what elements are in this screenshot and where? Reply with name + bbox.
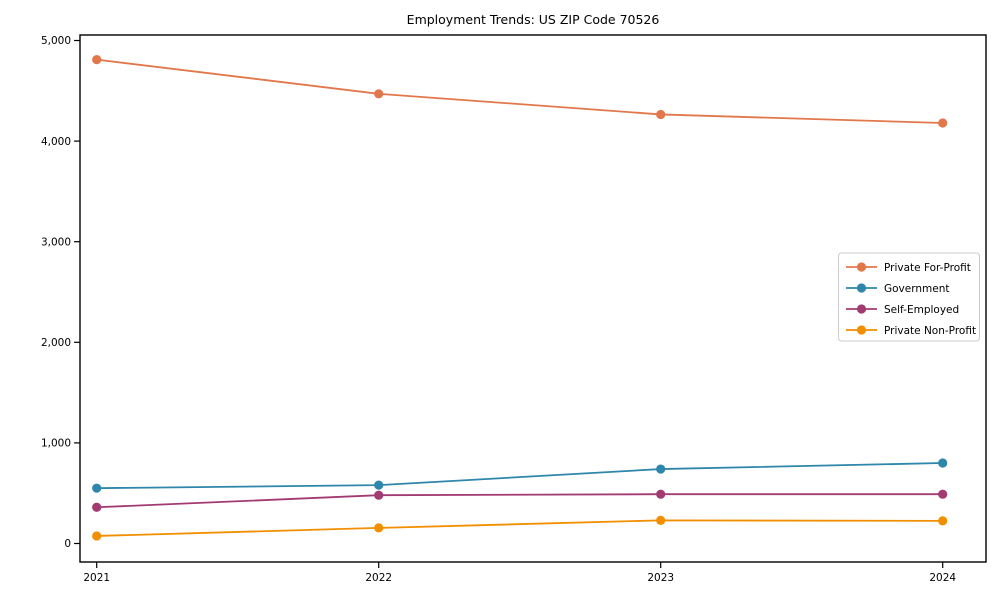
legend-marker-dot [856, 304, 867, 314]
series-line-private-non-profit [96, 519, 943, 537]
legend-label: Private For-Profit [884, 262, 971, 274]
data-point-private-non-profit-2022 [374, 523, 384, 533]
data-point-self-employed-2024 [938, 489, 948, 499]
data-point-private-for-profit-2021 [92, 55, 102, 65]
data-point-government-2024 [938, 458, 948, 468]
y-tick-label: 2,000 [41, 337, 71, 349]
x-tick-label: 2024 [929, 572, 956, 584]
data-point-self-employed-2022 [374, 490, 384, 500]
legend-item-government: Government [846, 283, 949, 295]
data-point-private-non-profit-2024 [938, 516, 948, 526]
legend-item-private-non-profit: Private Non-Profit [846, 325, 976, 337]
legend: Private For-Profit Government Self-Employe… [838, 252, 980, 342]
legend-marker-dot [856, 262, 867, 272]
y-tick-label: 3,000 [41, 236, 71, 248]
series-line-government [96, 462, 943, 490]
y-tick-label: 0 [64, 538, 71, 550]
legend-label: Self-Employed [884, 304, 959, 316]
data-point-self-employed-2023 [656, 489, 666, 499]
legend-item-self-employed: Self-Employed [846, 304, 959, 316]
data-point-private-for-profit-2023 [656, 109, 666, 120]
x-tick-label: 2023 [647, 572, 674, 584]
legend-box [838, 252, 980, 342]
series-line-private-for-profit [96, 58, 943, 124]
chart-title: Employment Trends: US ZIP Code 70526 [406, 12, 660, 27]
data-point-self-employed-2021 [92, 502, 102, 512]
data-point-private-non-profit-2023 [656, 515, 666, 525]
y-tick-label: 5,000 [41, 35, 71, 47]
legend-label: Private Non-Profit [884, 325, 976, 337]
data-point-government-2023 [656, 464, 666, 474]
data-point-private-for-profit-2022 [374, 89, 384, 99]
series-line-self-employed [96, 493, 943, 509]
data-point-government-2021 [92, 483, 102, 493]
y-tick-label: 4,000 [41, 136, 71, 148]
y-tick-label: 1,000 [41, 438, 71, 450]
plot-area-border [79, 34, 987, 563]
legend-label: Government [884, 283, 949, 295]
legend-marker-dot [856, 283, 867, 293]
data-point-private-for-profit-2024 [938, 118, 948, 128]
data-point-private-non-profit-2021 [92, 531, 102, 541]
legend-item-private-for-profit: Private For-Profit [846, 262, 971, 274]
x-tick-label: 2021 [83, 572, 110, 584]
data-point-government-2022 [374, 480, 384, 490]
legend-marker-dot [856, 325, 867, 335]
x-tick-label: 2022 [365, 572, 392, 584]
